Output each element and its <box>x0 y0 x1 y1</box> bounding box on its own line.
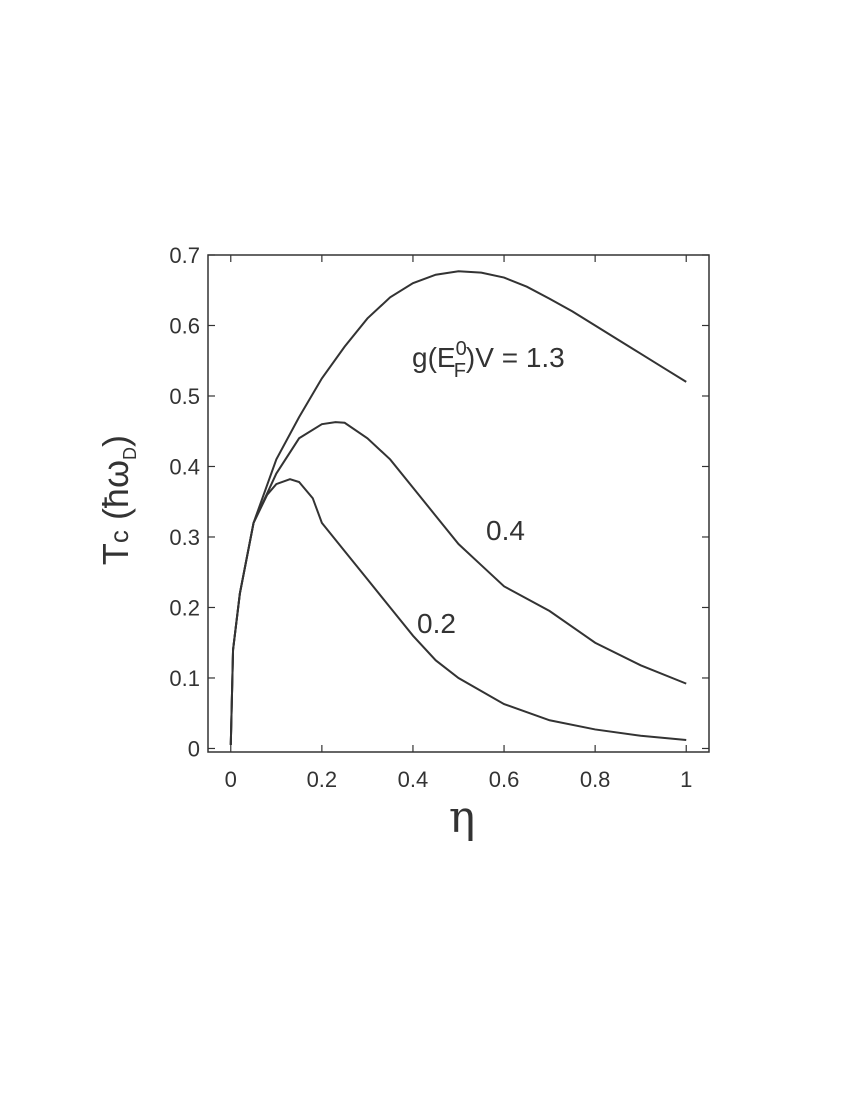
annotation-part: 0 <box>456 338 467 360</box>
x-axis-label: η <box>449 792 475 843</box>
annotation-part: 0.2 <box>417 608 456 639</box>
line-series <box>229 421 687 745</box>
plot-frame <box>207 254 710 753</box>
y-label-part: D <box>120 447 140 460</box>
line-series <box>229 478 687 745</box>
y-tick-label: 0.3 <box>169 525 200 550</box>
y-tick-label: 0.2 <box>169 595 200 620</box>
y-label-part: ) <box>95 435 136 447</box>
y-tick-label: 0.5 <box>169 384 200 409</box>
annotation-part: )V = 1.3 <box>466 342 565 373</box>
x-tick-label: 0.6 <box>489 767 520 792</box>
x-tick-label: 1 <box>680 767 692 792</box>
y-label-part: T <box>95 543 136 565</box>
x-tick-label: 0 <box>225 767 237 792</box>
annotation-part: g(E <box>412 342 456 373</box>
y-label-part: c <box>104 530 134 543</box>
y-label-part: (ħω <box>95 460 136 530</box>
annotation: 0.4 <box>486 515 525 546</box>
x-tick-label: 0.4 <box>398 767 429 792</box>
y-tick-label: 0.6 <box>169 313 200 338</box>
annotation-part: F <box>454 360 466 382</box>
x-tick-label: 0.8 <box>580 767 611 792</box>
y-tick-label: 0 <box>188 736 200 761</box>
y-tick-label: 0.7 <box>169 243 200 268</box>
line-series <box>229 270 687 745</box>
y-tick-label: 0.4 <box>169 454 200 479</box>
y-axis-label: Tc (ħωD) <box>95 435 140 565</box>
annotation: g(E0 F)V = 1.3 <box>412 338 565 382</box>
annotation-part: 0.4 <box>486 515 525 546</box>
annotation: 0.2 <box>417 608 456 639</box>
x-tick-label: 0.2 <box>307 767 338 792</box>
y-tick-label: 0.1 <box>169 666 200 691</box>
